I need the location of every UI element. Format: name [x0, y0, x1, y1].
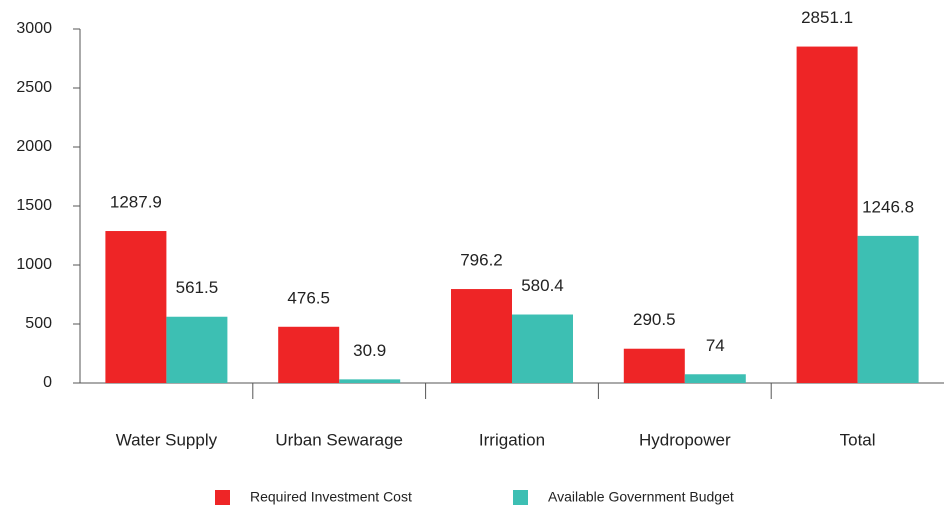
data-label: 2851.1 — [801, 8, 853, 27]
y-tick-label: 2500 — [16, 79, 52, 96]
legend-label: Available Government Budget — [548, 489, 734, 505]
bar — [105, 231, 167, 383]
data-label: 74 — [706, 336, 725, 355]
bar — [278, 326, 340, 383]
y-tick-label: 3000 — [16, 20, 52, 37]
bar — [623, 348, 685, 383]
x-tick-label: Total — [840, 430, 876, 449]
legend-label: Required Investment Cost — [250, 489, 412, 505]
data-label: 580.4 — [521, 276, 564, 295]
y-tick-label: 0 — [43, 374, 52, 391]
y-tick-label: 2000 — [16, 138, 52, 155]
data-label: 290.5 — [633, 310, 676, 329]
bar — [796, 46, 858, 384]
y-tick-label: 500 — [25, 315, 52, 332]
bar — [857, 235, 919, 383]
bar — [166, 316, 228, 383]
data-label: 1287.9 — [110, 193, 162, 212]
y-tick-label: 1000 — [16, 256, 52, 273]
y-tick-label: 1500 — [16, 197, 52, 214]
data-label: 796.2 — [460, 251, 503, 270]
data-label: 30.9 — [353, 341, 386, 360]
data-label: 1246.8 — [862, 197, 914, 216]
x-tick-label: Urban Sewarage — [275, 430, 403, 449]
legend-swatch — [215, 490, 230, 505]
legend-swatch — [513, 490, 528, 505]
x-tick-label: Hydropower — [639, 430, 731, 449]
bar — [339, 379, 401, 383]
bar — [684, 374, 746, 383]
bar — [451, 289, 512, 383]
x-tick-label: Irrigation — [479, 430, 545, 449]
bar — [512, 314, 573, 383]
x-tick-label: Water Supply — [116, 430, 218, 449]
data-label: 561.5 — [176, 278, 219, 297]
data-label: 476.5 — [287, 288, 330, 307]
